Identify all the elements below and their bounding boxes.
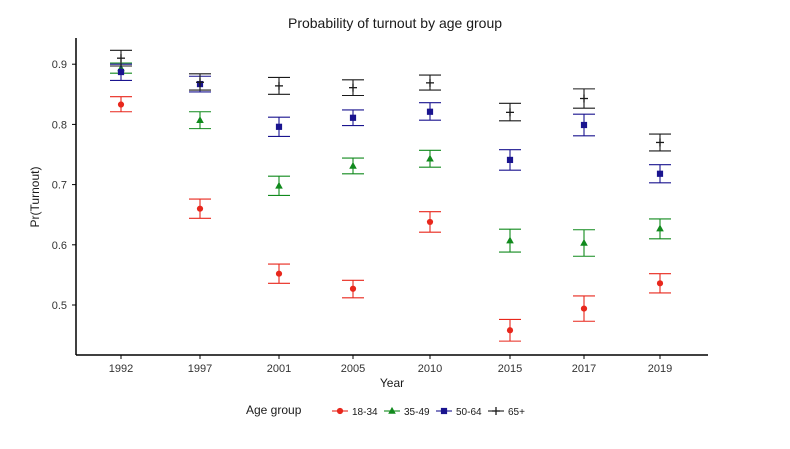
series-50-64 xyxy=(110,63,671,184)
point-35-49-1997 xyxy=(196,116,204,123)
y-tick-label: 0.7 xyxy=(52,180,67,192)
legend-item-35-49: 35-49 xyxy=(384,406,430,418)
x-tick-label: 1997 xyxy=(188,363,212,375)
legend-item-18-34: 18-34 xyxy=(332,407,378,418)
point-35-49-2019 xyxy=(656,224,664,232)
point-65+-2015 xyxy=(506,108,514,117)
x-tick-label: 2017 xyxy=(572,363,596,375)
legend-marker-18-34 xyxy=(336,407,344,415)
point-50-64-2017 xyxy=(580,121,588,129)
legend-marker-50-64 xyxy=(440,407,448,415)
point-50-64-2019 xyxy=(656,170,664,177)
x-tick-label: 2010 xyxy=(418,363,442,375)
x-tick-label: 2005 xyxy=(341,363,365,375)
x-axis-label: Year xyxy=(380,376,404,390)
y-tick-label: 0.6 xyxy=(52,240,67,252)
point-65+-2010 xyxy=(426,78,434,87)
point-50-64-2005 xyxy=(349,114,357,121)
point-50-64-1992 xyxy=(117,68,125,76)
point-18-34-2001 xyxy=(275,270,283,277)
y-tick-label: 0.9 xyxy=(52,59,67,71)
series-layer xyxy=(110,49,671,342)
point-35-49-2001 xyxy=(275,181,283,189)
series-65+ xyxy=(110,49,671,152)
x-tick-label: 1992 xyxy=(109,363,133,375)
x-tick-label: 2019 xyxy=(648,363,672,375)
point-35-49-2015 xyxy=(506,236,514,244)
series-18-34 xyxy=(110,96,671,342)
legend-label-50-64: 50-64 xyxy=(456,407,482,418)
legend-items: 18-34 35-49 50-64 65+ xyxy=(332,406,525,418)
point-35-49-2017 xyxy=(580,238,588,246)
x-tick-label: 2015 xyxy=(498,363,522,375)
point-50-64-2015 xyxy=(506,156,514,164)
point-35-49-2005 xyxy=(349,161,357,169)
point-18-34-2019 xyxy=(656,280,664,287)
point-50-64-2001 xyxy=(275,123,283,130)
legend-marker-35-49 xyxy=(388,406,396,414)
point-18-34-2017 xyxy=(580,305,588,312)
legend-title: Age group xyxy=(246,403,302,417)
series-35-49 xyxy=(110,62,671,257)
point-18-34-2005 xyxy=(349,285,357,292)
chart-title: Probability of turnout by age group xyxy=(288,15,502,31)
point-65+-1992 xyxy=(117,54,125,63)
point-65+-2017 xyxy=(580,94,588,103)
legend-label-65+: 65+ xyxy=(508,407,525,418)
point-18-34-1992 xyxy=(117,101,125,108)
point-18-34-1997 xyxy=(196,205,204,212)
legend: Age group 18-34 35-49 50-64 65+ xyxy=(246,403,525,418)
legend-item-65+: 65+ xyxy=(488,407,525,418)
point-65+-2019 xyxy=(656,138,664,147)
y-tick-label: 0.8 xyxy=(52,119,67,131)
point-18-34-2010 xyxy=(426,218,434,226)
legend-item-50-64: 50-64 xyxy=(436,407,482,418)
legend-label-35-49: 35-49 xyxy=(404,407,430,418)
y-tick-label: 0.5 xyxy=(52,300,67,312)
point-35-49-2010 xyxy=(426,154,434,162)
legend-label-18-34: 18-34 xyxy=(352,407,378,418)
plot-area: 0.5 0.6 0.7 0.8 0.9 1992 1997 2001 2005 2010 2015 2… xyxy=(52,38,708,375)
x-tick-label: 2001 xyxy=(267,363,291,375)
y-axis-label: Pr(Turnout) xyxy=(28,167,42,228)
point-18-34-2015 xyxy=(506,327,514,334)
point-65+-2005 xyxy=(349,83,357,92)
legend-marker-65+ xyxy=(492,407,500,415)
ticks-layer: 0.5 0.6 0.7 0.8 0.9 1992 1997 2001 2005 2010 2015 2… xyxy=(52,59,673,375)
point-65+-1997 xyxy=(196,78,204,87)
point-65+-2001 xyxy=(275,81,283,90)
point-50-64-2010 xyxy=(426,108,434,115)
